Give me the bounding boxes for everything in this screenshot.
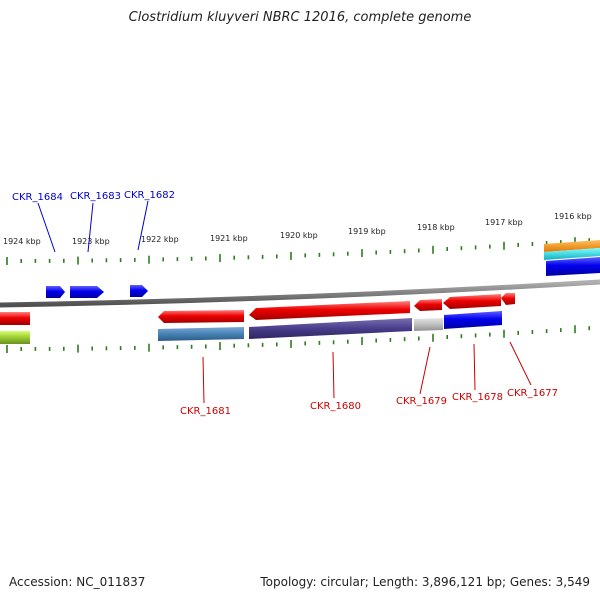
gene-ckr-1684[interactable]	[46, 286, 65, 298]
reverse-label-leaders	[202, 341, 532, 404]
forward-genes	[46, 285, 148, 298]
gene-ckr-1682[interactable]	[130, 285, 148, 297]
genome-summary: Topology: circular; Length: 3,896,121 bp…	[260, 575, 590, 589]
gene-ckr-1683[interactable]	[70, 286, 104, 298]
gene-ckr-1680[interactable]	[249, 301, 410, 320]
lower-tick-ruler	[6, 325, 591, 353]
leader-line	[87, 202, 94, 253]
ruler-label: 1921 kbp	[210, 234, 248, 243]
leader-line	[332, 351, 335, 399]
annotation-block-blue	[444, 311, 502, 329]
gene-ckr-1677[interactable]	[501, 293, 515, 305]
ruler-label: 1920 kbp	[280, 231, 318, 240]
annotation-block-navy	[546, 257, 600, 276]
gene-label-ckr-1679[interactable]: CKR_1679	[396, 396, 447, 407]
gene-label-ckr-1677[interactable]: CKR_1677	[507, 388, 558, 399]
ruler-label: 1922 kbp	[141, 235, 179, 244]
gene-label-ckr-1682[interactable]: CKR_1682	[124, 190, 175, 201]
forward-label-leaders	[37, 200, 149, 253]
leader-line	[137, 200, 149, 251]
annotation-block-gray	[414, 318, 443, 331]
gene-label-ckr-1678[interactable]: CKR_1678	[452, 392, 503, 403]
leader-line	[37, 202, 56, 253]
gene-ckr-1681[interactable]	[158, 310, 244, 323]
ruler-label: 1923 kbp	[72, 237, 110, 246]
ruler-label: 1917 kbp	[485, 218, 523, 227]
reverse-gene-labels: CKR_1681 CKR_1680 CKR_1679 CKR_1678 CKR_…	[180, 388, 558, 417]
annotation-blocks	[0, 240, 600, 344]
annotation-block-steel	[158, 327, 244, 341]
leader-line	[419, 346, 431, 395]
ruler-label: 1919 kbp	[348, 227, 386, 236]
genome-title: Clostridium kluyveri NBRC 12016, complet…	[128, 10, 472, 25]
forward-gene-labels: CKR_1684 CKR_1683 CKR_1682	[12, 190, 175, 203]
annotation-block-green	[0, 331, 30, 344]
leader-line	[473, 343, 476, 391]
gene-ckr-1679[interactable]	[414, 299, 442, 311]
leader-line	[202, 356, 205, 404]
gene-label-ckr-1684[interactable]: CKR_1684	[12, 192, 63, 203]
upper-tick-ruler	[6, 237, 591, 265]
annotation-block-cyan	[544, 248, 600, 260]
reverse-genes	[0, 293, 515, 325]
ruler-label: 1924 kbp	[3, 237, 41, 246]
gene-label-ckr-1681[interactable]: CKR_1681	[180, 406, 231, 417]
accession-label: Accession: NC_011837	[9, 575, 146, 589]
annotation-block-purple	[249, 318, 412, 339]
gene-ckr-1678[interactable]	[443, 294, 501, 309]
ruler-label: 1916 kbp	[554, 212, 592, 221]
genome-backbone	[0, 279, 600, 308]
gene-left-edge-red	[0, 312, 30, 325]
gene-label-ckr-1683[interactable]: CKR_1683	[70, 191, 121, 202]
ruler-label: 1918 kbp	[417, 223, 455, 232]
leader-line	[509, 341, 532, 386]
gene-label-ckr-1680[interactable]: CKR_1680	[310, 401, 361, 412]
ruler-labels: 1924 kbp 1923 kbp 1922 kbp 1921 kbp 1920…	[3, 212, 592, 246]
